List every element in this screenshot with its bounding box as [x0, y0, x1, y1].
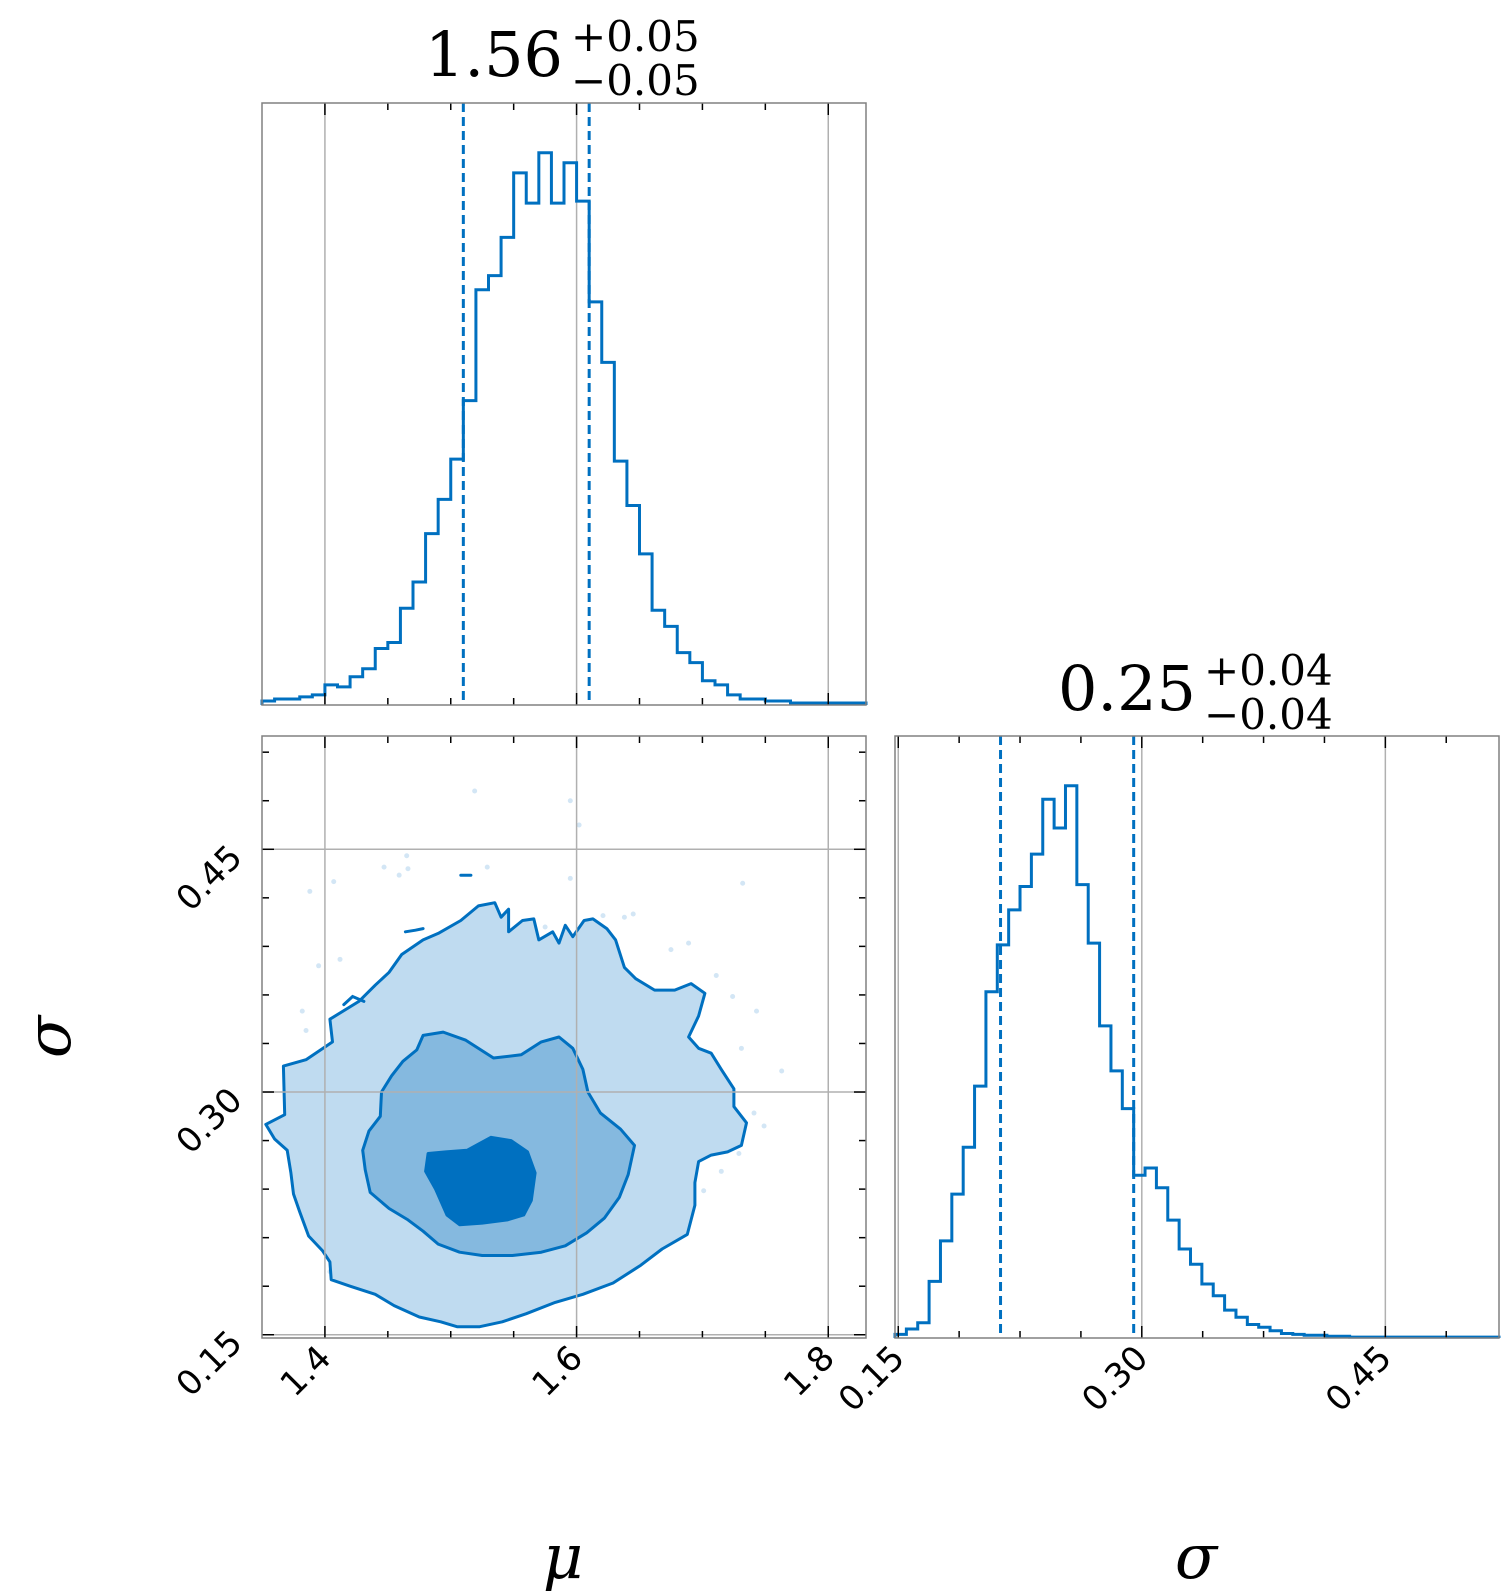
sigma-tick-label: 0.45 [169, 837, 251, 919]
mu-title: 1.56 [425, 18, 563, 91]
sigma-histogram-ticks [897, 736, 1447, 1338]
scatter-point [754, 1008, 760, 1014]
mu-axis-label: μ [543, 1520, 583, 1593]
scatter-point [736, 1151, 742, 1157]
scatter-point [542, 924, 548, 930]
scatter-point [668, 947, 674, 953]
contour-island [403, 927, 425, 934]
scatter-point [567, 798, 573, 804]
mu-tick-labels: 1.4 1.6 1.8 [273, 1338, 843, 1405]
contour-island [342, 994, 366, 1007]
sigma-title-plus: +0.04 [1204, 646, 1333, 695]
sigma-histogram-panel: 0.15 0.30 0.45 0.25 +0.04 −0.04 σ [831, 646, 1501, 1593]
sigma-tick-label: 0.30 [169, 1080, 251, 1162]
scatter-point [740, 880, 746, 886]
scatter-point [331, 879, 337, 885]
scatter-point [761, 1123, 767, 1129]
mu-histogram-grid [324, 103, 829, 705]
sigma-title: 0.25 [1058, 652, 1196, 725]
mu-histogram-ticks [324, 103, 829, 705]
scatter-point [751, 1110, 757, 1116]
mu-title-minus: −0.05 [571, 56, 700, 105]
sigma-histogram-tick-label: 0.45 [1318, 1338, 1400, 1420]
scatter-point [713, 973, 719, 979]
scatter-point [567, 875, 573, 881]
scatter-point [701, 1188, 707, 1194]
sigma-quantile-lines [999, 736, 1136, 1338]
scatter-point [738, 1045, 744, 1051]
scatter-point [621, 914, 627, 920]
scatter-point [718, 1168, 724, 1174]
scatter-point [576, 822, 582, 828]
sigma-histogram-frame [894, 735, 1500, 1339]
sigma-axis-label: σ [12, 1014, 85, 1058]
scatter-point [686, 940, 692, 946]
contour-levels [264, 873, 748, 1329]
sigma-tick-labels: 0.15 0.30 0.45 [169, 837, 251, 1404]
scatter-point [472, 788, 478, 794]
scatter-point [405, 866, 411, 872]
scatter-point [730, 994, 736, 1000]
contour-ticks [262, 736, 866, 1338]
contour-inner [424, 1135, 537, 1227]
scatter-point [299, 1008, 305, 1014]
scatter-point [396, 872, 402, 878]
mu-quantile-lines [461, 103, 591, 705]
sigma-title-minus: −0.04 [1204, 690, 1333, 739]
sigma-histogram-tick-label: 0.15 [831, 1338, 913, 1420]
scatter-point [337, 956, 343, 962]
mu-title-plus: +0.05 [571, 12, 700, 61]
mu-histogram-steps [260, 151, 868, 705]
mu-histogram-frame [261, 102, 867, 706]
sigma-histogram-grid [897, 736, 1387, 1338]
sigma-histogram-tick-label: 0.30 [1074, 1338, 1156, 1420]
contour-frame [261, 735, 867, 1339]
mu-histogram-panel: 1.56 +0.05 −0.05 [260, 12, 868, 706]
scatter-point [630, 911, 636, 917]
scatter-point [600, 913, 606, 919]
sigma-tick-label: 0.15 [169, 1323, 251, 1405]
sigma-histogram-axis-label: σ [1175, 1520, 1219, 1593]
sigma-histogram-tick-labels: 0.15 0.30 0.45 [831, 1338, 1400, 1420]
scatter-point [404, 853, 410, 859]
mu-tick-label: 1.6 [524, 1338, 591, 1405]
mu-sigma-contour-panel: 1.4 1.6 1.8 0.150.300.45 μ σ [12, 735, 867, 1593]
scatter-point [307, 888, 313, 894]
sigma-histogram-steps [893, 784, 1501, 1339]
scatter-point [381, 864, 387, 870]
scatter-point [779, 1068, 785, 1074]
mu-tick-label: 1.4 [273, 1338, 340, 1405]
scatter-point [484, 864, 490, 870]
scatter-point [303, 1028, 309, 1034]
scatter-point [316, 963, 322, 969]
